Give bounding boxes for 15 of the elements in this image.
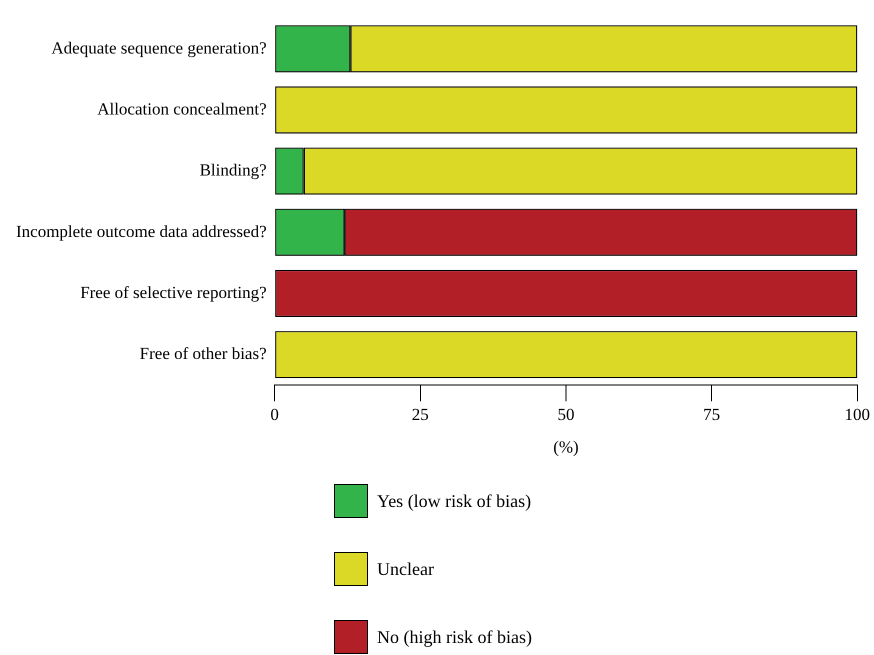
y-tick-label: Incomplete outcome data addressed? (16, 222, 267, 241)
y-tick-label: Allocation concealment? (97, 99, 267, 118)
y-tick-label: Adequate sequence generation? (51, 38, 267, 58)
x-tick-label: 25 (412, 404, 429, 424)
y-tick-label: Blinding? (200, 160, 267, 180)
y-tick-label: Free of other bias? (140, 344, 267, 364)
x-tick-label: 100 (844, 404, 870, 424)
legend-label: Yes (low risk of bias) (377, 490, 532, 513)
x-tick-label: 0 (270, 404, 279, 424)
x-tick-label: 75 (703, 404, 720, 424)
x-axis-title: (%) (553, 437, 579, 456)
legend-label: Unclear (377, 558, 434, 581)
legend-label: No (high risk of bias) (377, 626, 532, 649)
x-tick-label: 50 (557, 404, 574, 424)
y-tick-label: Free of selective reporting? (80, 282, 267, 302)
